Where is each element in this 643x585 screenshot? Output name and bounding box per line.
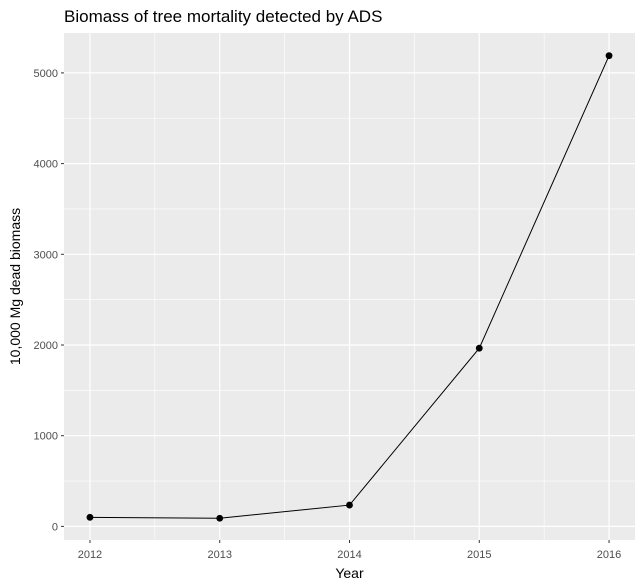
- x-tick-label: 2015: [467, 549, 491, 561]
- points-layer: [86, 52, 613, 522]
- y-tick-label: 3000: [34, 249, 58, 261]
- x-tick-label: 2012: [78, 549, 102, 561]
- data-point-2012: [86, 513, 94, 521]
- y-tick-label: 2000: [34, 340, 58, 352]
- data-point-2014: [346, 501, 353, 509]
- y-tick-label: 1000: [34, 431, 58, 443]
- y-tick-label: 0: [52, 521, 58, 533]
- x-tick-label: 2014: [337, 549, 361, 561]
- x-axis-title: Year: [335, 565, 364, 581]
- data-point-2016: [605, 52, 613, 60]
- y-tick-label: 5000: [34, 68, 58, 80]
- y-axis-title: 10,000 Mg dead biomass: [7, 208, 23, 365]
- y-axis-ticks: 0 1000 2000 3000 4000 5000: [34, 68, 64, 533]
- data-point-2015: [475, 344, 483, 352]
- x-axis-ticks: 2012 2013 2014 2015 2016: [78, 540, 621, 561]
- x-tick-label: 2013: [207, 549, 231, 561]
- grid-major: [64, 33, 635, 540]
- x-tick-label: 2016: [597, 549, 621, 561]
- chart-title: Biomass of tree mortality detected by AD…: [64, 7, 382, 26]
- data-point-2013: [216, 514, 224, 522]
- y-tick-label: 4000: [34, 159, 58, 171]
